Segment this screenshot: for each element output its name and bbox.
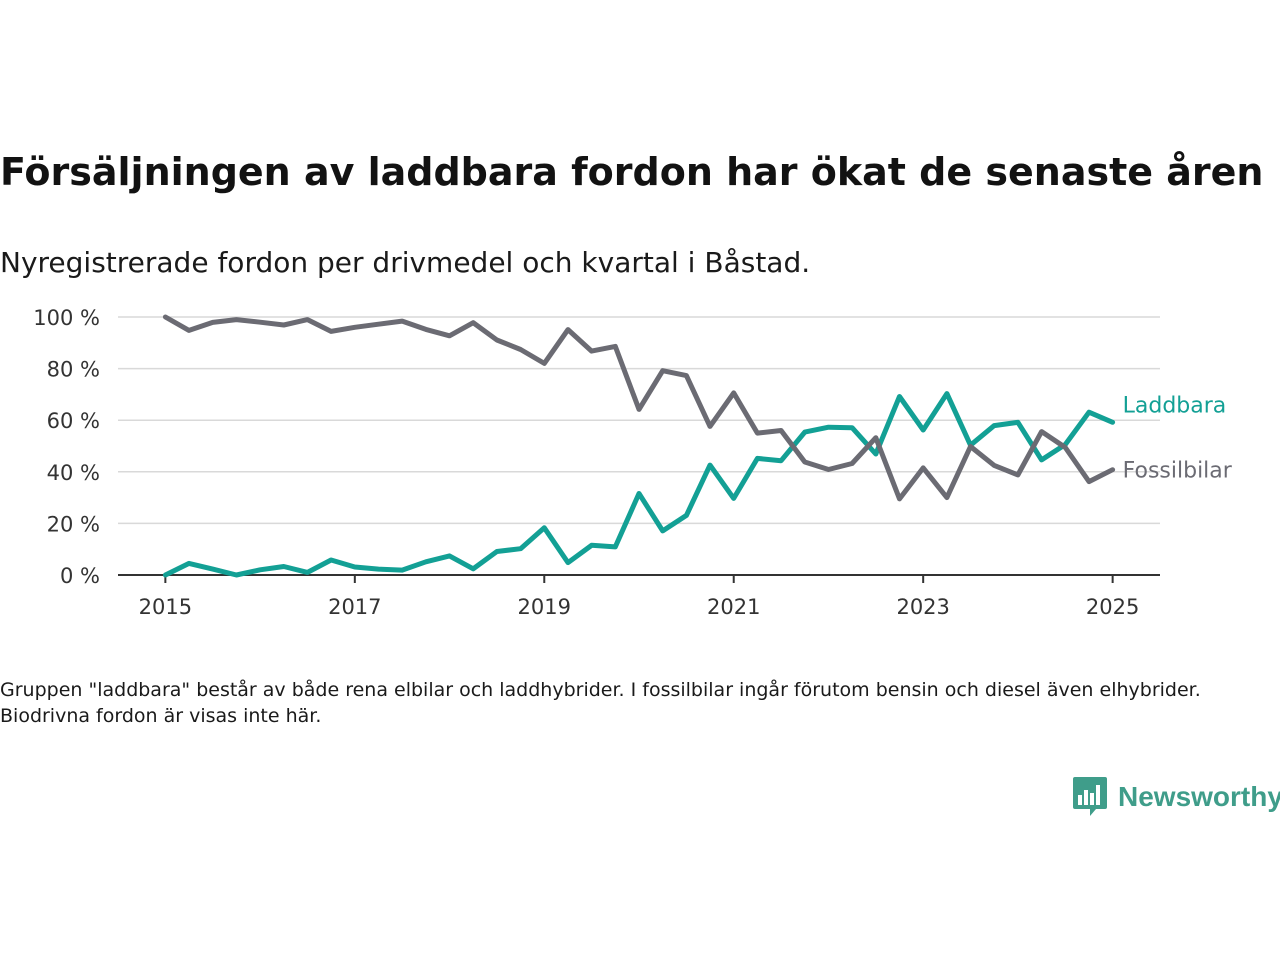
chart-subtitle: Nyregistrerade fordon per drivmedel och … — [0, 246, 811, 279]
x-tick-label: 2021 — [707, 595, 760, 619]
x-tick-label: 2017 — [328, 595, 381, 619]
line-chart: 0 % 20 % 40 % 60 % 80 % 100 % 2015 2017 2019 202… — [33, 306, 1233, 619]
grid-lines — [118, 316, 1160, 525]
y-tick-label: 40 % — [47, 461, 100, 485]
series-label-laddbara: Laddbara — [1123, 393, 1227, 418]
y-axis-ticks: 0 % 20 % 40 % 60 % 80 % 100 % — [33, 306, 100, 588]
footnote: Gruppen "laddbara" består av både rena e… — [0, 679, 1201, 727]
y-tick-label: 60 % — [47, 409, 100, 433]
y-tick-label: 100 % — [33, 306, 100, 330]
chart-title: Försäljningen av laddbara fordon har öka… — [0, 150, 1264, 194]
x-tick-label: 2019 — [518, 595, 571, 619]
x-tick-label: 2015 — [139, 595, 192, 619]
newsworthy-brand[interactable]: Newsworthy — [1072, 775, 1280, 819]
y-tick-label: 80 % — [47, 358, 100, 382]
series-labels: Laddbara Fossilbilar — [1123, 393, 1233, 483]
x-axis-ticks: 2015 2017 2019 2021 2023 2025 — [139, 575, 1139, 619]
series-label-fossilbilar: Fossilbilar — [1123, 459, 1233, 484]
x-tick-label: 2025 — [1086, 595, 1139, 619]
series-lines — [162, 314, 1116, 578]
newsworthy-logo-icon — [1073, 777, 1107, 816]
brand-name: Newsworthy — [1118, 781, 1280, 812]
x-tick-label: 2023 — [896, 595, 949, 619]
series-line-laddbara — [162, 391, 1116, 578]
y-tick-label: 0 % — [60, 564, 100, 588]
y-tick-label: 20 % — [47, 512, 100, 536]
series-line-fossilbilar — [162, 314, 1116, 502]
